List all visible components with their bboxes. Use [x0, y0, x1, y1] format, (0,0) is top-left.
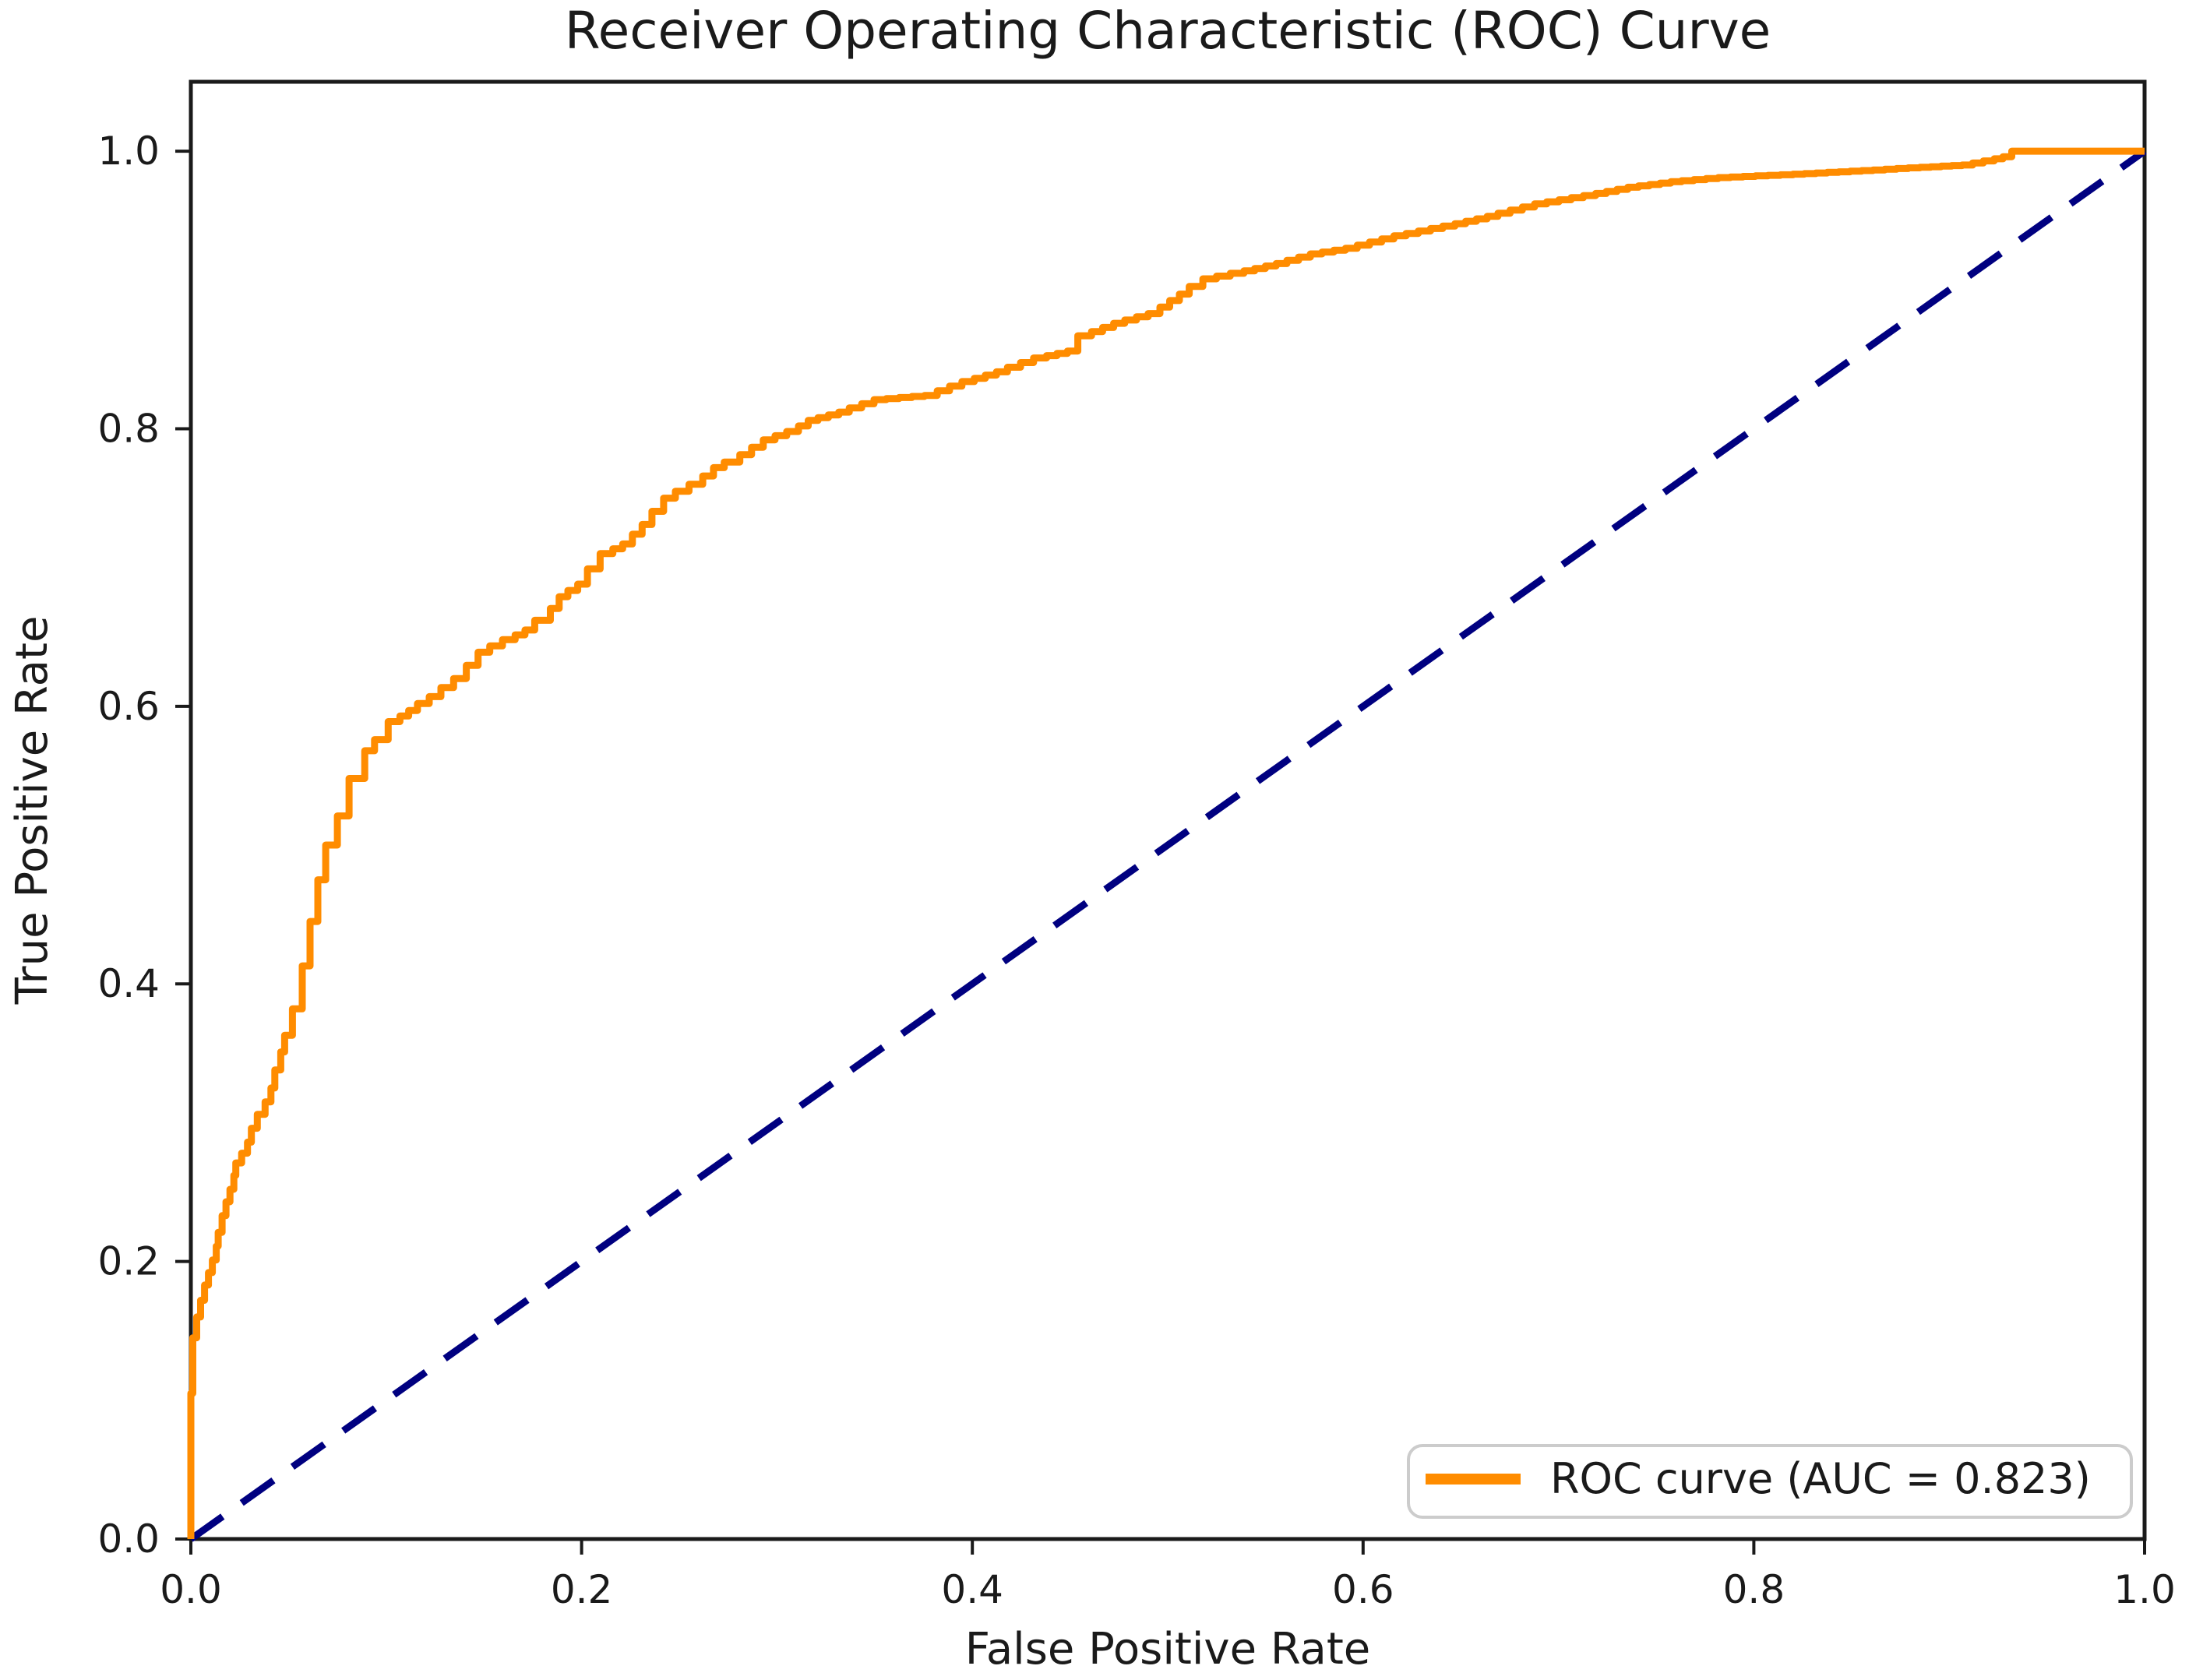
- legend-label: ROC curve (AUC = 0.823): [1550, 1454, 2091, 1503]
- y-axis-label: True Positive Rate: [7, 616, 58, 1006]
- x-axis-ticks: 0.0 0.2 0.4 0.6 0.8 1.0: [160, 1539, 2176, 1612]
- x-tick-label: 0.2: [551, 1567, 613, 1612]
- y-tick-label: 0.8: [97, 406, 160, 451]
- chart-title: Receiver Operating Characteristic (ROC) …: [565, 1, 1771, 61]
- x-tick-label: 1.0: [2113, 1567, 2176, 1612]
- y-tick-label: 1.0: [97, 129, 160, 174]
- y-tick-label: 0.0: [97, 1516, 160, 1562]
- x-tick-label: 0.0: [160, 1567, 222, 1612]
- y-axis-ticks: 0.0 0.2 0.4 0.6 0.8 1.0: [97, 129, 191, 1562]
- y-tick-label: 0.2: [97, 1239, 160, 1284]
- legend-box: [1407, 1444, 2133, 1519]
- x-axis-label: False Positive Rate: [965, 1624, 1370, 1675]
- roc-curve-line: [187, 147, 2145, 1539]
- y-tick-label: 0.4: [97, 961, 160, 1006]
- chance-diagonal-line: [189, 148, 2147, 1542]
- x-tick-label: 0.4: [941, 1567, 1003, 1612]
- x-tick-label: 0.6: [1332, 1567, 1394, 1612]
- plot-area: [189, 79, 2147, 1541]
- x-tick-label: 0.8: [1723, 1567, 1785, 1612]
- legend: ROC curve (AUC = 0.823): [1407, 1444, 2133, 1519]
- y-tick-label: 0.6: [97, 684, 160, 729]
